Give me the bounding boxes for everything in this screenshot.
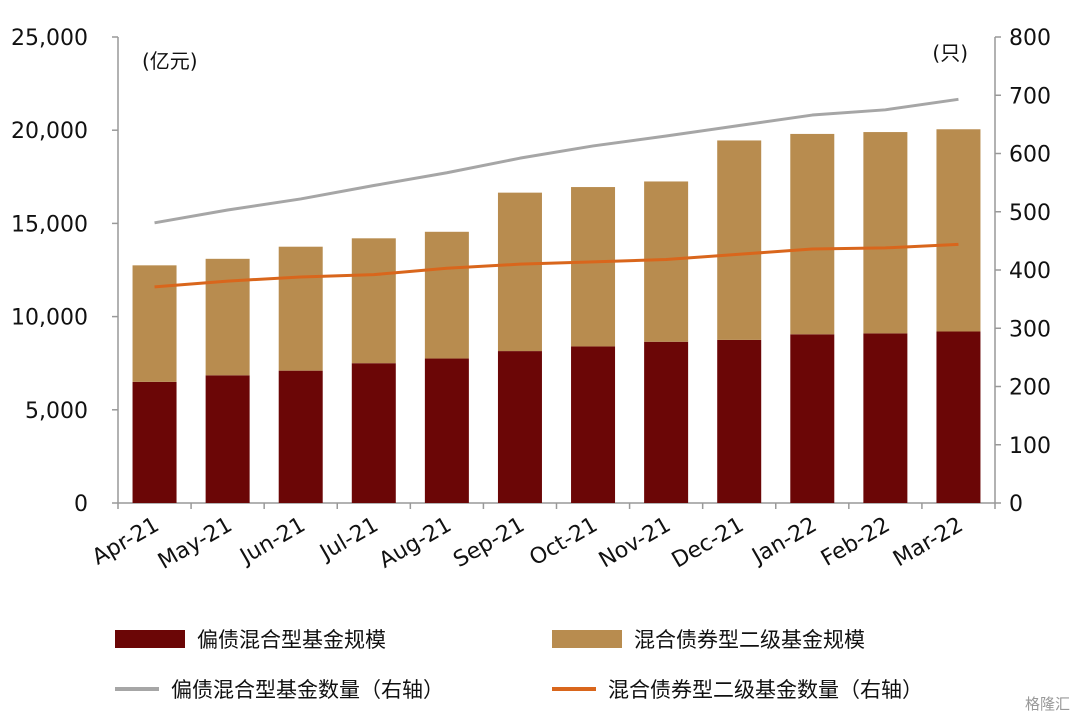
right-axis-unit: (只) xyxy=(932,41,968,65)
legend-item-bar2: 混合债券型二级基金规模 xyxy=(552,624,865,654)
bar-series1-segment xyxy=(863,333,908,503)
line-series1 xyxy=(154,97,959,225)
x-tick-label: Jan-22 xyxy=(747,513,822,571)
legend-label-line2: 混合债券型二级基金数量（右轴） xyxy=(608,678,923,702)
x-tick-label: Sep-21 xyxy=(449,513,529,573)
right-tick-label: 700 xyxy=(1009,84,1051,109)
x-tick-label: Jun-21 xyxy=(235,513,310,571)
legend-label-line1: 偏债混合型基金数量（右轴） xyxy=(171,678,444,702)
right-tick-label: 600 xyxy=(1009,143,1051,168)
x-tick-label: Feb-22 xyxy=(817,513,894,572)
right-tick-label: 500 xyxy=(1009,201,1051,226)
left-tick-label: 5,000 xyxy=(25,399,88,424)
left-axis-unit: (亿元) xyxy=(142,49,198,73)
bar-series2-segment xyxy=(644,181,689,342)
x-tick-label: Apr-21 xyxy=(88,513,163,571)
legend-label-bar1: 偏债混合型基金规模 xyxy=(197,628,386,652)
legend-item-line2: 混合债券型二级基金数量（右轴） xyxy=(552,674,923,704)
x-tick-label: Nov-21 xyxy=(595,513,675,574)
line-series2 xyxy=(154,242,959,289)
left-tick-label: 10,000 xyxy=(11,306,88,331)
x-tick-label: Jul-21 xyxy=(314,513,382,567)
legend-swatch-line1 xyxy=(115,687,159,691)
left-tick-label: 20,000 xyxy=(11,119,88,144)
right-tick-label: 400 xyxy=(1009,259,1051,284)
axes-group xyxy=(112,36,1001,509)
bar-series2-segment xyxy=(351,238,396,364)
bar-series1-segment xyxy=(717,339,762,503)
watermark-logo: 格隆汇 xyxy=(1024,695,1070,713)
bar-series2-segment xyxy=(132,265,177,382)
right-tick-label: 0 xyxy=(1009,492,1023,517)
bar-series2-segment xyxy=(424,231,469,359)
x-tick-label: Mar-22 xyxy=(889,513,967,573)
bar-series2-segment xyxy=(790,133,835,335)
bar-series1-segment xyxy=(936,331,981,503)
x-tick-label: Oct-21 xyxy=(525,513,602,572)
chart-canvas: 0 5,000 10,000 15,000 20,000 25,000 0 100 200 300… xyxy=(11,26,1051,575)
bar-series1-segment xyxy=(132,381,177,503)
left-tick-label: 15,000 xyxy=(11,212,88,237)
bar-series1-segment xyxy=(205,375,250,503)
right-tick-label: 100 xyxy=(1009,434,1051,459)
left-tick-label: 0 xyxy=(74,492,88,517)
legend-label-bar2: 混合债券型二级基金规模 xyxy=(634,628,865,652)
right-tick-label: 200 xyxy=(1009,376,1051,401)
bar-series2-segment xyxy=(571,187,616,347)
bar-series2-segment xyxy=(863,132,908,334)
bar-series1-segment xyxy=(644,341,689,503)
bars-group xyxy=(132,129,981,503)
legend: 偏债混合型基金规模 混合债券型二级基金规模 偏债混合型基金数量（右轴） 混合债券… xyxy=(0,612,1080,722)
bar-series2-segment xyxy=(205,258,250,376)
right-tick-label: 800 xyxy=(1009,26,1051,51)
legend-swatch-line2 xyxy=(552,687,596,691)
bar-series1-segment xyxy=(278,370,323,503)
right-tick-label: 300 xyxy=(1009,317,1051,342)
legend-item-bar1: 偏债混合型基金规模 xyxy=(115,624,386,654)
bar-series1-segment xyxy=(571,346,616,503)
bar-series1-segment xyxy=(497,351,542,503)
bar-series2-segment xyxy=(936,129,981,332)
bar-series1-segment xyxy=(790,334,835,503)
bar-series2-segment xyxy=(497,192,542,352)
bar-series1-segment xyxy=(424,358,469,503)
legend-item-line1: 偏债混合型基金数量（右轴） xyxy=(115,674,444,704)
x-tick-label: Aug-21 xyxy=(375,513,456,574)
bar-series1-segment xyxy=(351,363,396,503)
left-tick-label: 25,000 xyxy=(11,26,88,51)
bar-series2-segment xyxy=(278,246,323,371)
lines-group xyxy=(154,97,959,289)
legend-swatch-bar2 xyxy=(552,630,622,648)
x-tick-label: May-21 xyxy=(154,513,237,575)
legend-swatch-bar1 xyxy=(115,630,185,648)
x-tick-label: Dec-21 xyxy=(668,513,748,574)
bar-series2-segment xyxy=(717,140,762,340)
